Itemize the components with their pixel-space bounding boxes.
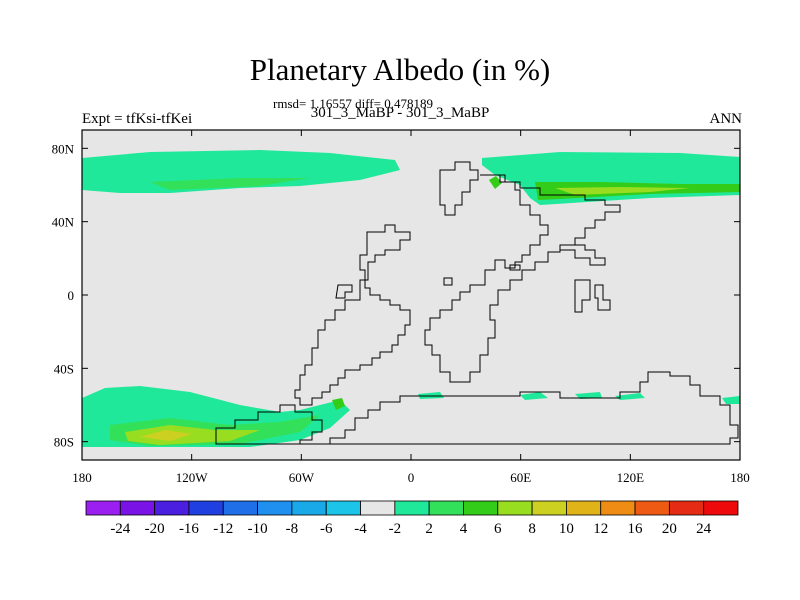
colorbar-label: 20 [662,521,677,537]
americas-coastline [294,224,411,406]
colorbar-swatch [566,500,602,516]
colorbar-swatch [703,500,739,516]
south-belt-peak [140,430,192,441]
colorbar-swatch [85,500,121,516]
albedo-field [82,150,740,447]
colorbar-label: -24 [110,521,130,537]
axis-ticks: 180 120W 60W 0 60E 120E 180 80N 40N 0 40S 80S [52,130,750,485]
asia-coastline [559,244,606,266]
colorbar-swatch [360,500,396,516]
colorbar-swatch [428,500,464,516]
colorbar-swatch [222,500,258,516]
colorbar: -24 -20 -16 -12 -10 -8 -6 -4 -2 2 4 6 8 10 12 16 20 24 [85,500,739,537]
colorbar-label: 2 [425,521,433,537]
colorbar-label: 10 [559,521,574,537]
y-tick-label: 0 [68,288,75,303]
chart-title: Planetary Albedo (in %) [249,52,551,87]
north-band-west-inner [150,178,310,190]
colorbar-swatch [119,500,156,516]
so-patch-4 [615,393,645,400]
y-tick-label: 40S [54,361,74,376]
colorbar-label: -16 [179,521,199,537]
colorbar-swatch [531,500,567,516]
colorbar-label: 8 [528,521,536,537]
y-tick-label: 80S [54,435,74,450]
europe-africa-coastline [424,174,621,383]
small-island-2 [509,264,521,271]
barents-patch [489,176,502,189]
colorbar-swatch [634,500,670,516]
colorbar-label: -20 [145,521,165,537]
colorbar-swatch [497,500,533,516]
coastlines [215,161,739,445]
colorbar-label: 24 [696,521,712,537]
colorbar-label: -10 [248,521,268,537]
southeast-islands [594,284,611,311]
x-tick-label: 180 [72,470,92,485]
colorbar-swatch [325,500,361,516]
x-tick-label: 0 [408,470,415,485]
colorbar-swatch [291,500,327,516]
so-patch-3 [575,392,602,399]
caribbean-islands [335,284,353,299]
colorbar-swatch [257,500,293,516]
weddell-patch [332,398,345,410]
south-belt-core [125,425,260,445]
so-patch-5 [722,396,740,404]
colorbar-swatch [154,500,190,516]
colorbar-label: -4 [354,521,367,537]
colorbar-swatch [600,500,636,516]
x-tick-label: 180 [730,470,750,485]
y-tick-label: 40N [52,215,75,230]
colorbar-swatch [668,500,705,516]
colorbar-label: 4 [460,521,468,537]
colorbar-label: -8 [286,521,299,537]
x-tick-label: 60E [510,470,531,485]
antarctica-coastline [215,371,739,445]
colorbar-label: -12 [213,521,233,537]
small-island-1 [443,277,453,286]
y-tick-label: 80N [52,141,75,156]
colorbar-label: 16 [628,521,644,537]
greenland-coastline [439,161,479,216]
x-tick-label: 120W [176,470,209,485]
x-tick-label: 120E [617,470,645,485]
colorbar-swatch [463,500,499,516]
colorbar-label: -6 [320,521,333,537]
x-tick-label: 60W [289,470,315,485]
chart-subtitle: 301_3_MaBP - 301_3_MaBP [310,105,490,121]
season-label: ANN [709,111,743,127]
colorbar-swatch [394,500,430,516]
experiment-label: Expt = tfKsi-tfKei [82,111,193,127]
colorbar-label: 6 [494,521,502,537]
colorbar-label: -2 [389,521,402,537]
colorbar-label: 12 [593,521,608,537]
so-patch-2 [520,392,548,400]
north-band-east-core [555,187,690,195]
india-coastline [574,279,591,313]
colorbar-swatch [188,500,224,516]
stats-line: rmsd= 1.16557 diff= 0.478189 [273,96,433,111]
